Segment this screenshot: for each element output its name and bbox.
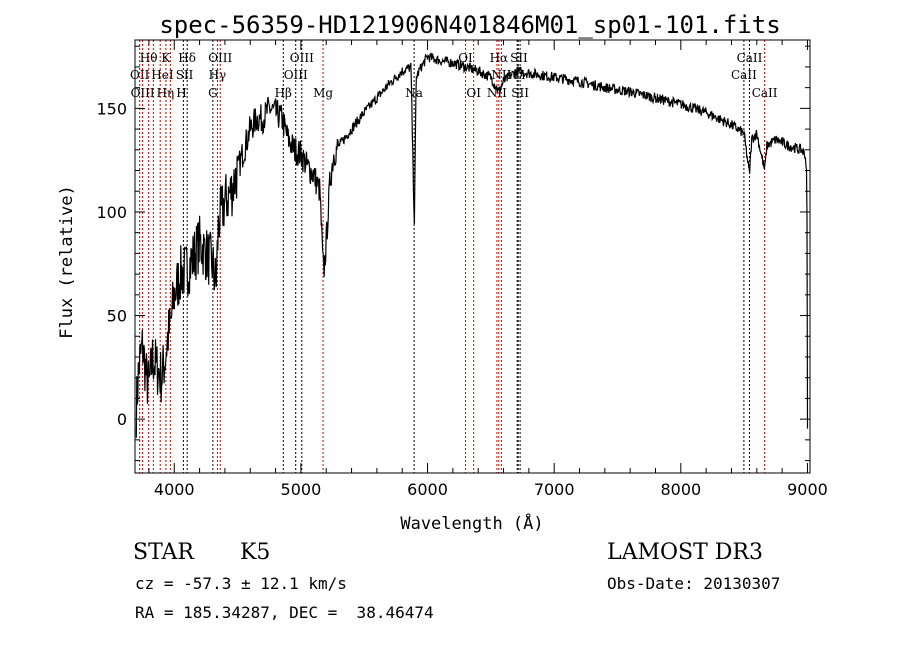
line-label: K — [161, 51, 171, 65]
line-label: HeI — [151, 68, 174, 82]
coordinates-text: RA = 185.34287, DEC = 38.46474 — [135, 603, 434, 622]
line-label: OI — [466, 86, 481, 100]
line-label: CaII — [737, 51, 763, 65]
line-label: CaII — [731, 68, 757, 82]
y-tick-label: 150 — [96, 99, 127, 118]
y-tick-label: 0 — [117, 410, 127, 429]
line-label: SII — [510, 51, 528, 65]
line-label: NII — [487, 86, 507, 100]
x-tick-label: 9000 — [787, 480, 828, 499]
y-axis-label: Flux (relative) — [57, 185, 77, 339]
plot-frame — [134, 39, 811, 474]
obs-date: Obs-Date: 20130307 — [607, 574, 781, 593]
line-label: Li — [513, 68, 525, 82]
line-label: OI — [458, 51, 473, 65]
x-axis-label: Wavelength (Å) — [400, 512, 543, 534]
line-label: G — [208, 86, 218, 100]
line-label: OII — [130, 68, 150, 82]
line-label: Hγ — [209, 68, 227, 82]
survey-label: LAMOST DR3 — [607, 540, 763, 565]
line-label: SII — [176, 68, 194, 82]
line-label: Hθ — [140, 51, 158, 65]
line-label: H — [176, 86, 186, 100]
chart-title: spec-56359-HD121906N401846M01_sp01-101.f… — [159, 11, 780, 39]
line-label: CaII — [752, 86, 778, 100]
line-label: OIII — [208, 51, 232, 65]
y-tick-label: 50 — [107, 307, 127, 326]
spectrum-line — [135, 52, 809, 438]
spectral-line-markers: OIIOIIIHθHηHeIKHSIIHδGHγOIIIHβOIIIOIIIMg… — [130, 40, 778, 473]
line-label: OIII — [131, 86, 155, 100]
x-tick-label: 8000 — [660, 480, 701, 499]
x-tick-label: 6000 — [407, 480, 448, 499]
object-subclass: K5 — [240, 540, 271, 565]
x-tick-label: 5000 — [281, 480, 322, 499]
line-label: Mg — [313, 86, 333, 100]
y-tick-label: 100 — [96, 203, 127, 222]
redshift-text: cz = -57.3 ± 12.1 km/s — [135, 574, 347, 593]
line-label: SII — [511, 86, 529, 100]
x-tick-label: 4000 — [154, 480, 195, 499]
line-label: OIII — [284, 68, 308, 82]
object-class: STAR — [133, 540, 194, 565]
x-tick-label: 7000 — [534, 480, 575, 499]
line-label: Hα — [490, 51, 509, 65]
axis-ticks: 4000 5000 6000 7000 8000 9000 0 50 100 150 — [96, 40, 828, 499]
line-label: Na — [405, 86, 423, 100]
line-label: Hδ — [178, 51, 196, 65]
line-label: Hβ — [275, 86, 292, 100]
line-label: OIII — [290, 51, 314, 65]
